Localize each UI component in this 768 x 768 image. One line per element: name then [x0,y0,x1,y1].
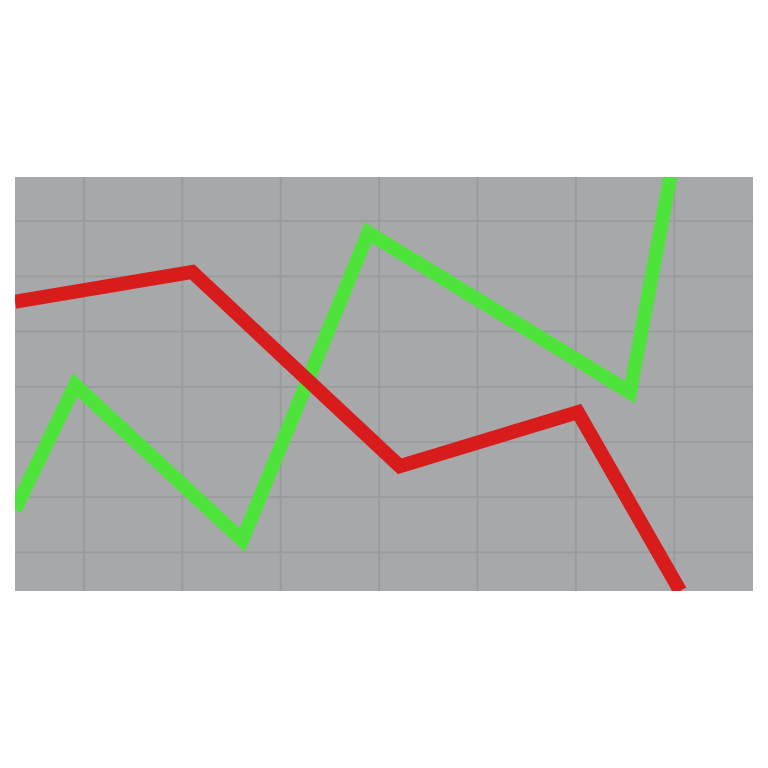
data-line [15,264,687,591]
plot-area [15,177,753,591]
